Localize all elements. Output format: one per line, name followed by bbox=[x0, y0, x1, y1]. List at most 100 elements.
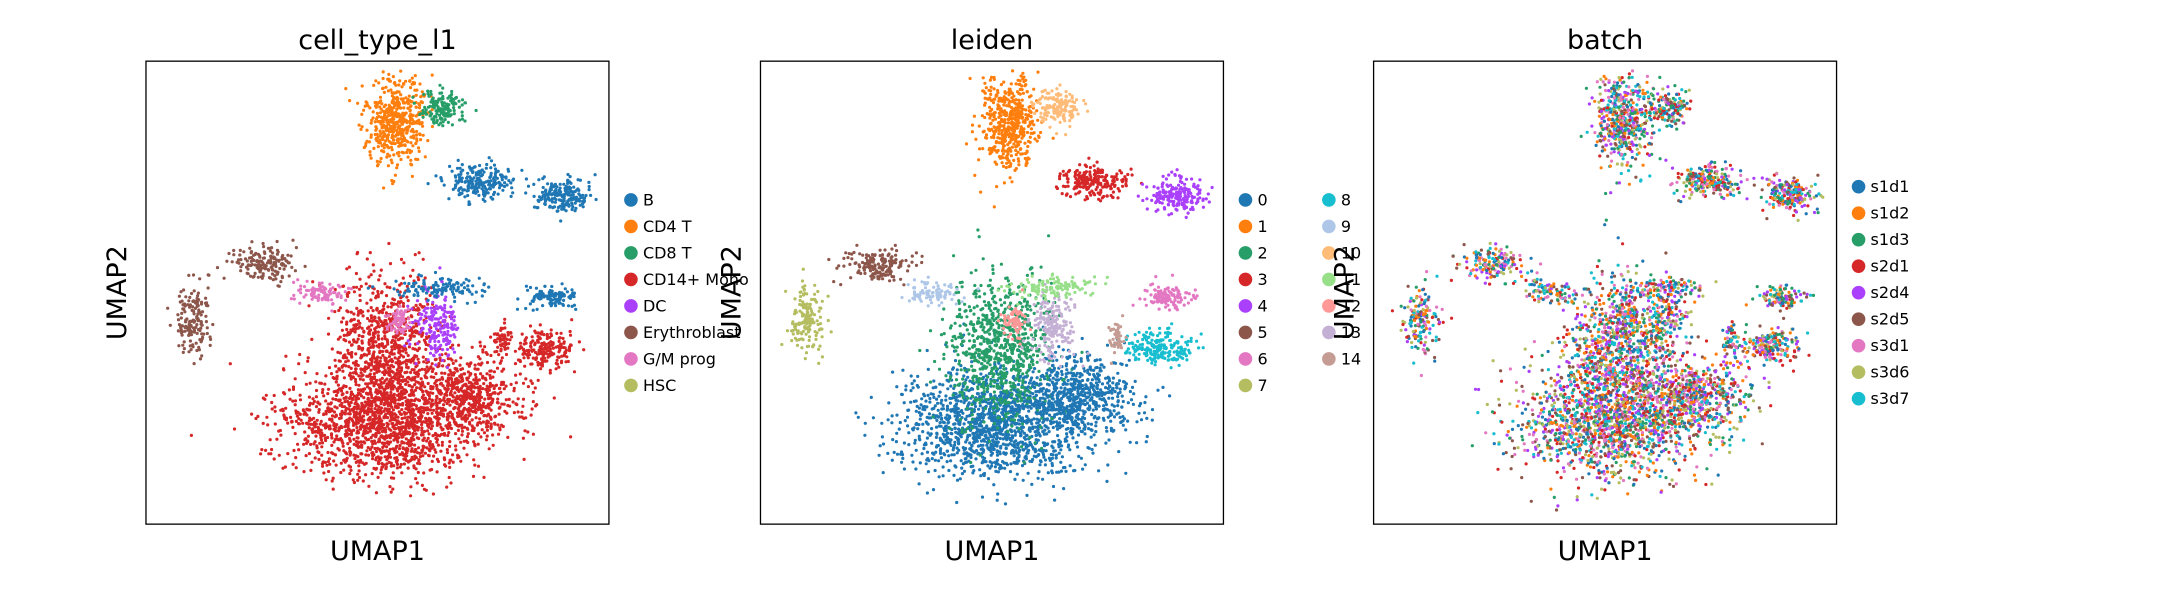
scatter-point bbox=[452, 420, 456, 424]
scatter-point bbox=[354, 383, 358, 387]
scatter-point bbox=[449, 377, 454, 381]
scatter-point bbox=[363, 400, 367, 404]
scatter-point bbox=[346, 294, 350, 298]
scatter-point bbox=[578, 199, 582, 203]
scatter-point bbox=[349, 433, 354, 437]
scatter-point bbox=[401, 401, 405, 406]
scatter-point bbox=[441, 103, 445, 108]
scatter-point bbox=[451, 460, 455, 464]
scatter-point bbox=[407, 282, 411, 286]
scatter-point bbox=[355, 425, 359, 430]
scatter-point bbox=[364, 473, 368, 477]
scatter-point bbox=[351, 419, 355, 423]
scatter-point bbox=[375, 111, 379, 115]
scatter-point bbox=[357, 333, 361, 338]
scatter-point bbox=[320, 297, 325, 301]
scatter-point bbox=[341, 444, 345, 448]
scatter-point bbox=[187, 299, 191, 303]
scatter-point bbox=[391, 370, 395, 374]
scatter-point bbox=[339, 470, 343, 475]
scatter-point bbox=[519, 345, 523, 349]
scatter-point bbox=[188, 295, 192, 299]
scatter-point bbox=[311, 397, 315, 401]
scatter-point bbox=[281, 409, 285, 413]
scatter-point bbox=[371, 116, 375, 120]
scatter-point bbox=[393, 427, 397, 431]
scatter-point bbox=[261, 274, 265, 278]
scatter-point bbox=[381, 120, 385, 124]
scatter-point bbox=[548, 204, 552, 208]
scatter-point bbox=[497, 432, 501, 436]
scatter-point bbox=[503, 181, 507, 185]
scatter-point bbox=[558, 182, 562, 186]
scatter-point bbox=[416, 319, 420, 323]
scatter-point bbox=[504, 175, 508, 179]
scatter-point bbox=[409, 335, 413, 339]
scatter-point bbox=[362, 418, 366, 422]
scatter-point bbox=[574, 307, 578, 311]
scatter-point bbox=[276, 270, 280, 274]
scatter-point bbox=[396, 338, 400, 342]
scatter-point bbox=[430, 420, 434, 424]
scatter-point bbox=[479, 411, 484, 415]
scatter-point bbox=[276, 284, 280, 288]
scatter-point bbox=[370, 323, 374, 327]
scatter-point bbox=[459, 394, 463, 398]
scatter-point bbox=[419, 95, 423, 99]
scatter-point bbox=[420, 428, 424, 432]
scatter-point bbox=[273, 405, 277, 409]
scatter-point bbox=[570, 304, 574, 308]
scatter-point bbox=[492, 163, 497, 167]
scatter-point bbox=[428, 391, 432, 395]
scatter-point bbox=[359, 452, 363, 456]
scatter-point bbox=[432, 288, 437, 292]
scatter-point bbox=[391, 302, 395, 306]
scatter-point bbox=[405, 359, 409, 363]
scatter-point bbox=[452, 286, 456, 291]
scatter-point bbox=[407, 410, 411, 414]
scatter-point bbox=[385, 382, 389, 386]
scatter-point bbox=[364, 367, 369, 371]
scatter-point bbox=[492, 386, 496, 391]
scatter-point bbox=[383, 428, 388, 432]
scatter-point bbox=[343, 411, 347, 415]
scatter-point bbox=[352, 312, 356, 316]
scatter-point bbox=[407, 345, 411, 349]
scatter-point bbox=[539, 345, 543, 349]
scatter-point bbox=[416, 428, 420, 432]
scatter-point bbox=[416, 370, 420, 374]
scatter-point bbox=[561, 200, 565, 204]
scatter-point bbox=[391, 126, 395, 130]
scatter-point bbox=[371, 352, 375, 356]
scatter-point bbox=[202, 332, 206, 336]
scatter-point bbox=[448, 113, 452, 117]
scatter-point bbox=[360, 347, 364, 351]
scatter-point bbox=[406, 339, 410, 343]
scatter-point bbox=[293, 432, 297, 436]
scatter-point bbox=[439, 330, 443, 334]
scatter-point bbox=[372, 83, 376, 87]
scatter-point bbox=[417, 347, 421, 351]
scatter-point bbox=[370, 445, 374, 449]
scatter-point bbox=[313, 440, 317, 444]
scatter-point bbox=[382, 132, 386, 136]
scatter-point bbox=[449, 314, 453, 318]
scatter-point bbox=[280, 255, 284, 259]
scatter-point bbox=[457, 343, 461, 347]
scatter-point bbox=[539, 348, 543, 352]
scatter-point bbox=[389, 428, 393, 432]
scatter-point bbox=[466, 376, 470, 380]
scatter-point bbox=[379, 402, 383, 406]
scatter-point bbox=[388, 396, 392, 400]
scatter-point bbox=[488, 175, 492, 180]
scatter-point bbox=[253, 271, 257, 275]
scatter-point bbox=[391, 471, 395, 475]
scatter-point bbox=[448, 383, 452, 387]
scatter-point bbox=[444, 379, 448, 383]
scatter-point bbox=[489, 426, 493, 430]
scatter-point bbox=[460, 410, 464, 414]
scatter-point bbox=[458, 363, 462, 367]
scatter-point bbox=[514, 402, 518, 406]
scatter-point bbox=[400, 150, 404, 154]
scatter-point bbox=[390, 345, 394, 349]
